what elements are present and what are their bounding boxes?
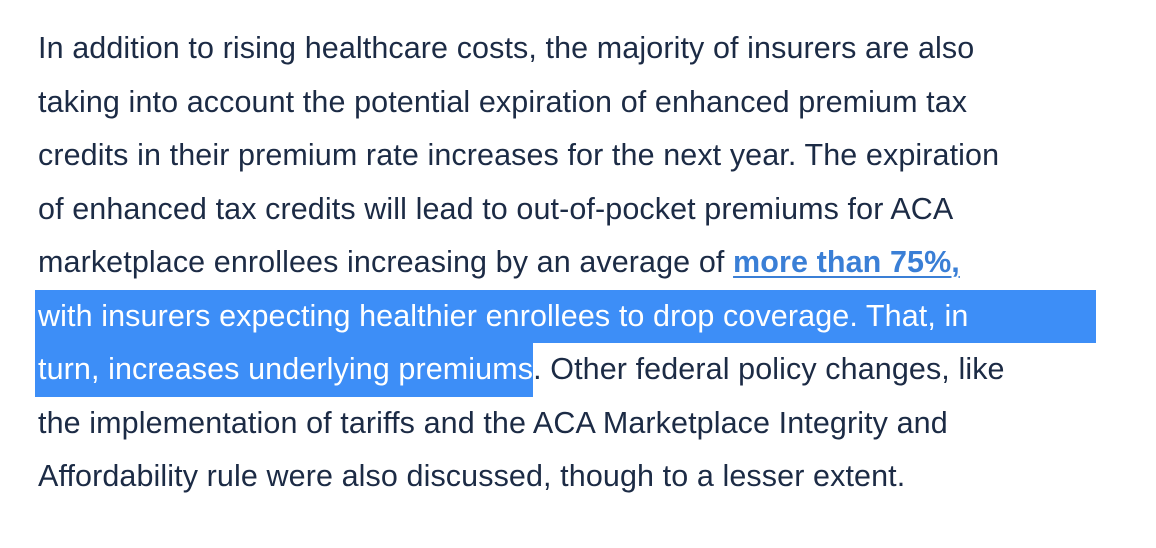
paragraph-line: turn, increases underlying premiums. Oth… [35, 343, 1148, 397]
paragraph-line: the implementation of tariffs and the AC… [38, 405, 948, 440]
paragraph-line: credits in their premium rate increases … [38, 138, 1000, 172]
paragraph-line: with insurers expecting healthier enroll… [35, 289, 1148, 343]
paragraph-text: . Other federal policy changes, like [533, 352, 1005, 386]
paragraph-line: In addition to rising healthcare costs, … [38, 31, 975, 65]
source-link[interactable]: more than 75%, [733, 245, 960, 279]
article-paragraph: In addition to rising healthcare costs, … [35, 22, 1148, 504]
selected-text[interactable]: with insurers expecting healthier enroll… [35, 289, 1096, 343]
selected-text[interactable]: turn, increases underlying premiums [35, 343, 534, 397]
paragraph-line: taking into account the potential expira… [38, 84, 968, 119]
paragraph-line: marketplace enrollees increasing by an a… [38, 236, 1148, 290]
paragraph-text: marketplace enrollees increasing by an a… [38, 245, 734, 279]
paragraph-line: Affordability rule were also discussed, … [38, 459, 906, 493]
paragraph-line: of enhanced tax credits will lead to out… [38, 191, 954, 226]
